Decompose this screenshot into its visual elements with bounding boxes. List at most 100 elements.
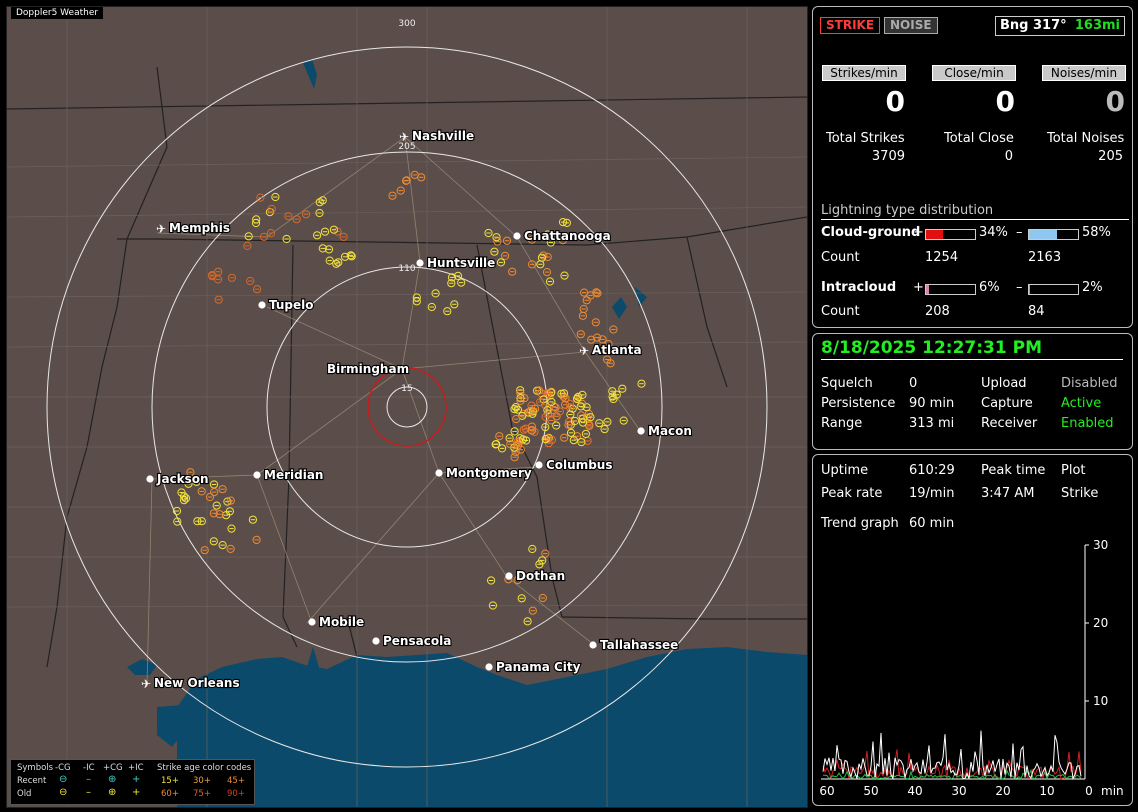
strike-marker xyxy=(587,335,596,344)
strike-marker xyxy=(541,435,550,444)
city-label: Jackson xyxy=(156,472,209,486)
legend-old-pos-ic-icon: + xyxy=(132,787,141,798)
legend-old-label: Old xyxy=(17,789,32,799)
strike-marker xyxy=(581,429,591,438)
legend-age-75: 75+ xyxy=(193,789,211,799)
strike-marker xyxy=(320,227,330,236)
city-label: Huntsville xyxy=(427,256,495,270)
strike-marker xyxy=(450,300,459,309)
strike-marker xyxy=(550,402,559,411)
strike-marker xyxy=(172,506,182,516)
strike-marker xyxy=(227,524,236,533)
strike-button[interactable]: STRIKE xyxy=(820,17,881,34)
strike-marker xyxy=(546,238,555,247)
strike-marker xyxy=(608,392,617,401)
strike-marker xyxy=(517,594,526,603)
strike-marker xyxy=(576,402,585,411)
total-close-value: 0 xyxy=(1004,149,1013,164)
legend-recent-pos-cg-icon: ⊕ xyxy=(108,774,117,785)
strike-marker xyxy=(284,212,293,221)
strike-marker xyxy=(559,392,568,401)
legend-age-30: 30+ xyxy=(193,776,211,786)
strike-marker xyxy=(487,576,496,585)
strike-marker xyxy=(329,225,338,234)
strike-marker xyxy=(521,424,530,433)
strike-marker xyxy=(496,258,506,267)
squelch-value: 0 xyxy=(909,376,918,391)
city-dot-icon xyxy=(146,475,154,483)
strike-marker xyxy=(493,237,502,246)
strike-marker xyxy=(200,546,209,555)
map-title: Doppler5 Weather xyxy=(11,7,104,19)
strike-marker xyxy=(427,302,436,312)
noises-per-min-value: 0 xyxy=(1105,85,1125,118)
city-dot-icon xyxy=(253,471,261,479)
strike-marker xyxy=(226,496,235,505)
bearing-label: Bng 317° xyxy=(1000,18,1067,33)
strike-marker xyxy=(301,210,311,219)
strike-marker xyxy=(192,477,201,486)
strike-marker xyxy=(266,229,276,238)
receiver-label: Receiver xyxy=(981,416,1038,431)
ic-positive-count: 208 xyxy=(925,304,950,319)
strike-marker xyxy=(547,388,556,397)
strike-marker xyxy=(214,267,223,276)
city-dot-icon xyxy=(308,618,316,626)
strike-marker xyxy=(557,389,566,398)
strike-marker xyxy=(512,415,521,424)
strike-stats-panel: STRIKE NOISE Bng 317° 163mi Strikes/min … xyxy=(812,6,1133,328)
trend-x-tick-60: 60 xyxy=(819,784,834,798)
strike-marker xyxy=(253,285,262,294)
strike-marker xyxy=(501,251,510,260)
strike-marker xyxy=(539,251,548,260)
cg-negative-bar xyxy=(1028,229,1079,240)
range-rings xyxy=(46,46,768,768)
strike-marker xyxy=(579,304,588,314)
city-dot-icon xyxy=(435,469,443,477)
strike-marker xyxy=(502,236,512,245)
strike-marker xyxy=(541,412,550,421)
legend-recent-neg-cg-icon: ⊖ xyxy=(59,774,68,785)
noise-button[interactable]: NOISE xyxy=(884,17,938,34)
plot-value[interactable]: Strike xyxy=(1061,486,1099,501)
legend-old-pos-cg-icon: ⊕ xyxy=(108,787,117,798)
strike-marker xyxy=(526,406,536,415)
strike-marker xyxy=(516,396,525,405)
legend-age-45: 45+ xyxy=(227,776,245,786)
strike-marker xyxy=(197,487,206,496)
strike-marker xyxy=(492,233,501,242)
strike-marker xyxy=(244,232,253,241)
city-label: Dothan xyxy=(516,569,565,583)
trend-y-tick-20: 20 xyxy=(1093,616,1108,630)
city-label: New Orleans xyxy=(154,676,240,690)
strike-marker xyxy=(619,416,628,425)
lake-pontchartrain xyxy=(127,659,157,675)
strike-marker xyxy=(209,537,218,546)
close-per-min-label: Close/min xyxy=(932,65,1016,81)
lake-hartwell xyxy=(635,287,647,307)
strike-marker xyxy=(510,405,519,414)
legend-col-neg-cg: -CG xyxy=(55,763,71,773)
lake-lanier xyxy=(612,297,627,319)
city-dot-icon xyxy=(589,641,597,649)
close-per-min-value: 0 xyxy=(995,85,1015,118)
strike-marker xyxy=(514,439,523,448)
airport-icon: ✈ xyxy=(579,344,589,358)
strike-marker xyxy=(214,295,223,304)
strike-marker xyxy=(510,427,519,436)
strike-marker xyxy=(402,176,411,185)
strike-marker xyxy=(523,617,532,626)
ic-positive-bar xyxy=(925,284,976,295)
lightning-map[interactable]: 300 205 110 15 ✈ Nashville ✈ Memphis Chattan… xyxy=(6,6,808,808)
city-label: Birmingham xyxy=(327,362,409,376)
strike-marker xyxy=(541,423,550,432)
strike-marker xyxy=(457,278,466,287)
total-close-label: Total Close xyxy=(944,131,1014,146)
mobile-bay xyxy=(307,647,319,679)
strike-marker xyxy=(516,386,525,395)
strike-marker xyxy=(325,256,334,265)
range-label: Range xyxy=(821,416,863,431)
trend-total-series xyxy=(822,730,1082,781)
strike-marker xyxy=(318,196,327,205)
city-label: Panama City xyxy=(496,660,581,674)
